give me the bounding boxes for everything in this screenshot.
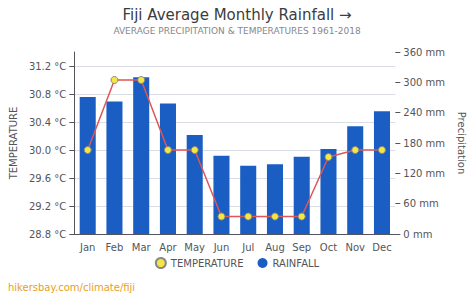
svg-text:Nov: Nov xyxy=(345,242,365,253)
svg-text:300 mm: 300 mm xyxy=(403,77,445,88)
svg-text:180 mm: 180 mm xyxy=(403,138,445,149)
svg-text:RAINFALL: RAINFALL xyxy=(273,258,320,269)
svg-text:TEMPERATURE: TEMPERATURE xyxy=(8,107,19,181)
svg-text:28.8 °C: 28.8 °C xyxy=(29,229,66,240)
svg-text:30.4 °C: 30.4 °C xyxy=(29,117,66,128)
svg-text:120 mm: 120 mm xyxy=(403,168,445,179)
svg-text:Jun: Jun xyxy=(213,242,230,253)
svg-text:Oct: Oct xyxy=(320,242,337,253)
svg-text:AVERAGE PRECIPITATION & TEMPER: AVERAGE PRECIPITATION & TEMPERATURES 196… xyxy=(113,26,361,36)
svg-text:hikersbay.com/climate/fiji: hikersbay.com/climate/fiji xyxy=(8,282,135,293)
svg-text:Mar: Mar xyxy=(132,242,152,253)
svg-text:May: May xyxy=(184,242,205,253)
svg-text:Fiji Average Monthly Rainfall: Fiji Average Monthly Rainfall → xyxy=(122,6,351,24)
svg-text:Apr: Apr xyxy=(159,242,177,253)
svg-text:0 mm: 0 mm xyxy=(403,229,432,240)
svg-text:Feb: Feb xyxy=(106,242,124,253)
svg-text:TEMPERATURE: TEMPERATURE xyxy=(170,258,244,269)
svg-text:60 mm: 60 mm xyxy=(403,198,438,209)
svg-text:Sep: Sep xyxy=(292,242,311,253)
svg-text:Jan: Jan xyxy=(79,242,95,253)
svg-text:30.8 °C: 30.8 °C xyxy=(29,89,66,100)
svg-text:29.2 °C: 29.2 °C xyxy=(29,201,66,212)
svg-text:Dec: Dec xyxy=(372,242,391,253)
svg-text:Aug: Aug xyxy=(265,242,285,253)
svg-text:360 mm: 360 mm xyxy=(403,47,445,58)
svg-text:240 mm: 240 mm xyxy=(403,107,445,118)
svg-text:31.2 °C: 31.2 °C xyxy=(29,61,66,72)
svg-text:30.0 °C: 30.0 °C xyxy=(29,145,66,156)
svg-text:Precipitation: Precipitation xyxy=(456,112,467,175)
svg-text:Jul: Jul xyxy=(241,242,254,253)
svg-text:29.6 °C: 29.6 °C xyxy=(29,173,66,184)
